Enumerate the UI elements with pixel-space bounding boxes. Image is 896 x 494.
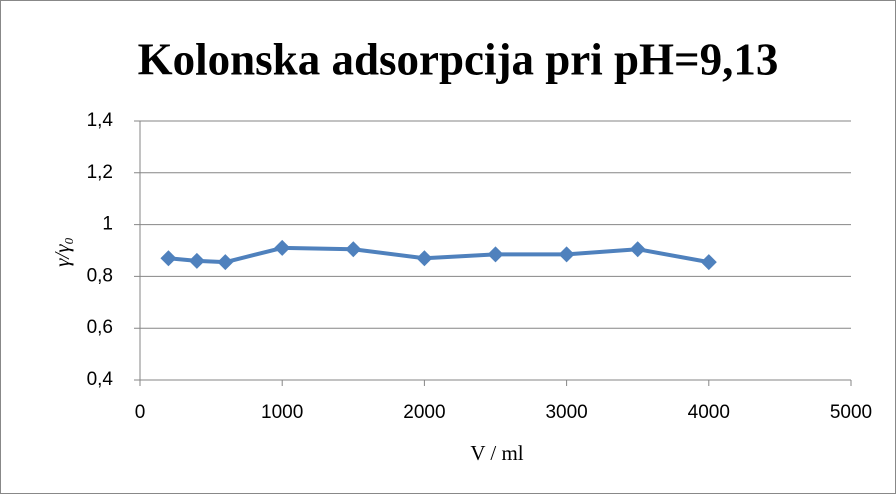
x-tick-label: 5000 [830, 402, 872, 423]
x-tick-label: 3000 [545, 402, 587, 423]
y-axis-label: γ/γ₀ [50, 237, 74, 267]
x-tick-label: 1000 [261, 402, 303, 423]
data-point [345, 241, 362, 258]
data-point [558, 246, 575, 263]
y-tick-label: 0,4 [87, 369, 114, 390]
data-point [217, 254, 234, 271]
data-point [700, 254, 717, 271]
x-tick-label: 0 [135, 402, 146, 423]
chart-title: Kolonska adsorpcija pri pH=9,13 [138, 34, 779, 84]
x-tick-label: 2000 [403, 402, 445, 423]
y-tick-label: 1 [102, 214, 113, 235]
y-tick-label: 0,8 [87, 265, 113, 286]
y-tick-label: 1,2 [87, 162, 113, 183]
y-tick-label: 0,6 [87, 317, 113, 338]
data-line [168, 245, 710, 265]
data-point [274, 239, 291, 256]
data-point [629, 241, 646, 258]
data-point [160, 250, 177, 267]
data-point [188, 252, 205, 269]
x-axis-label: V / ml [470, 441, 523, 465]
x-tick-label: 4000 [688, 402, 730, 423]
data-point [487, 246, 504, 263]
data-point [416, 250, 433, 267]
y-tick-label: 1,4 [87, 110, 114, 131]
